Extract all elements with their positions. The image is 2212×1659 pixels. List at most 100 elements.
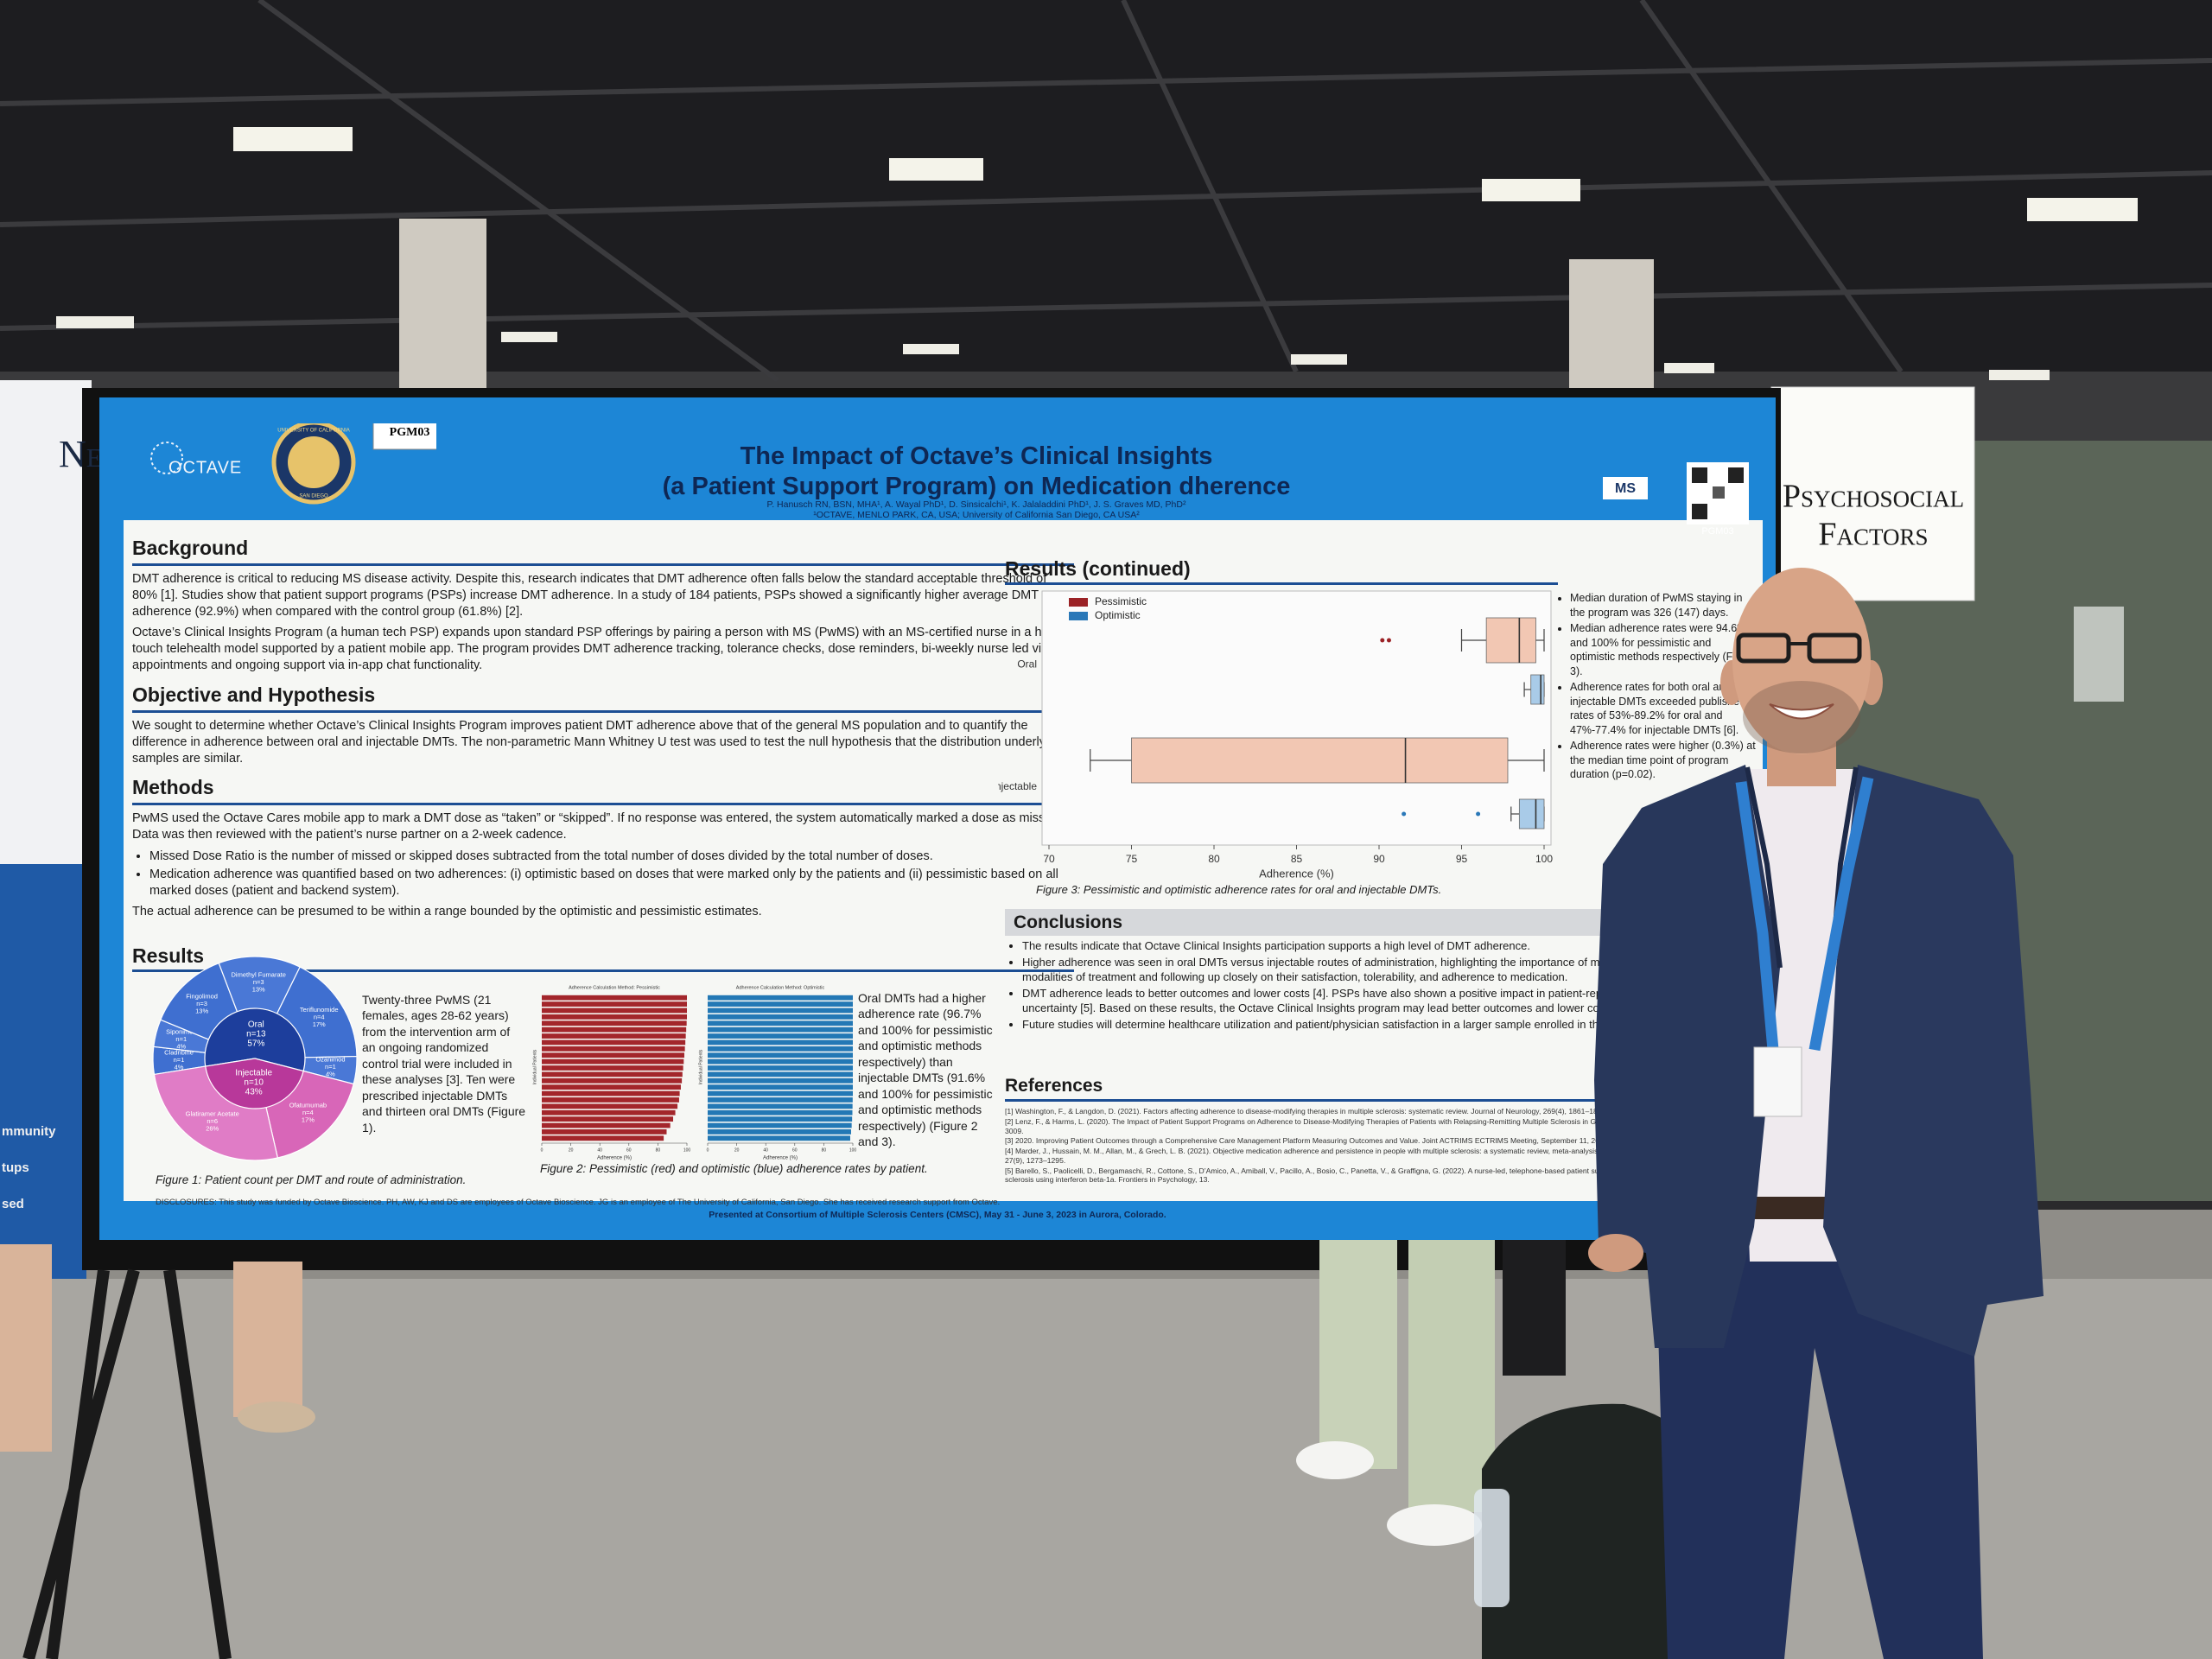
slice-label: Ozanimod (315, 1056, 345, 1064)
slice-label: Teriflunomide (300, 1006, 339, 1014)
x-axis-label: Adherence (%) (597, 1156, 632, 1161)
paragraph: Octave’s Clinical Insights Program (a hu… (132, 626, 1063, 673)
x-tick-label: 60 (792, 1147, 798, 1153)
box (1485, 617, 1536, 664)
legend-swatch (1069, 598, 1088, 607)
x-axis-label: Adherence (%) (763, 1156, 798, 1161)
bullet: Adherence rates were higher (0.3%) at th… (1570, 739, 1758, 782)
ceiling-light (889, 158, 983, 181)
paragraphs: DMT adherence is critical to reducing MS… (132, 571, 1074, 674)
slice-label: Glatiramer Acetate (186, 1109, 239, 1117)
qr-label: PGM03 (1701, 526, 1733, 536)
section-heading: Results (continued) (1005, 557, 1558, 585)
slice-label: n=1 (175, 1035, 187, 1043)
neighbor-poster-edge (0, 864, 86, 1279)
x-tick-label: 80 (1208, 853, 1220, 865)
left-column: Background DMT adherence is critical to … (132, 536, 1074, 929)
octave-logo: OCTAVE (168, 458, 242, 477)
backpack (1482, 1403, 1715, 1659)
figure-caption: Figure 1: Patient count per DMT and rout… (156, 1173, 467, 1186)
footer: Presented at Consortium of Multiple Scle… (709, 1210, 1166, 1220)
bar (542, 1052, 684, 1058)
slice-label: 17% (313, 1020, 326, 1028)
box (1131, 737, 1509, 784)
x-axis-label: Adherence (%) (1259, 867, 1334, 880)
x-tick-label: 0 (707, 1147, 709, 1153)
bystander-shoe (238, 1402, 315, 1433)
slice-label: n=1 (174, 1056, 185, 1064)
objective-section: Objective and Hypothesis We sought to de… (132, 683, 1074, 766)
section-heading: Objective and Hypothesis (132, 683, 1074, 713)
sign-card (1770, 386, 1975, 601)
slice-label: 57% (247, 1039, 264, 1049)
sign-line: Psychosocial (1783, 479, 1964, 515)
bullet: Medication adherence was quantified base… (149, 867, 1074, 899)
plot-frame (1041, 590, 1552, 846)
x-tick-label: 85 (1291, 853, 1303, 865)
bystander-trousers (1319, 1227, 1397, 1469)
bar (542, 1071, 683, 1077)
slice-label: n=1 (325, 1063, 336, 1071)
bar (542, 1001, 687, 1007)
bar (708, 1001, 853, 1007)
x-tick-label: 75 (1126, 853, 1138, 865)
bullet: The results indicate that Octave Clinica… (1022, 939, 1757, 954)
box (1518, 798, 1545, 830)
bar (708, 1084, 853, 1090)
ceiling-light (501, 332, 557, 342)
neighbor-lines: mmunity tups sed (2, 1124, 56, 1211)
bar (542, 1007, 687, 1014)
results-text: Oral DMTs had a higher adherence rate (9… (858, 991, 993, 1149)
x-tick-label: 60 (626, 1147, 632, 1153)
methods-section: Methods PwMS used the Octave Cares mobil… (132, 775, 1074, 920)
plastic-pocket (2074, 607, 2124, 702)
paragraphs: We sought to determine whether Octave’s … (132, 718, 1074, 767)
x-tick-label: 40 (597, 1147, 602, 1153)
results-bullets: Median duration of PwMS staying in the p… (1558, 591, 1758, 787)
slice-label: n=6 (207, 1117, 218, 1125)
ceiling-light (2027, 198, 2138, 221)
references-section: References [1] Washington, F., & Langdon… (1005, 1075, 1757, 1185)
poster-code: PGM03 (390, 426, 430, 439)
slice-label: Dimethyl Fumarate (232, 971, 286, 979)
disclosures: DISCLOSURES: This study was funded by Oc… (156, 1198, 1001, 1207)
bar (708, 1039, 853, 1046)
bar (708, 1046, 853, 1052)
bystander-leg (1503, 1227, 1566, 1376)
slice-label: 13% (195, 1007, 208, 1014)
ceiling-light (1989, 370, 2050, 380)
bystander-leg (0, 1244, 52, 1452)
qr-finder (1692, 467, 1707, 483)
bar (542, 1077, 683, 1084)
neighbor-heading: Ne (59, 433, 103, 475)
ceiling-light (56, 316, 134, 328)
bullet: Missed Dose Ratio is the number of misse… (149, 849, 1074, 865)
x-tick-label: 80 (656, 1147, 661, 1153)
x-tick-label: 100 (1535, 853, 1553, 865)
bar (708, 1014, 853, 1020)
ceiling-light (1291, 354, 1347, 365)
slice-label: n=10 (244, 1078, 264, 1088)
seal-text: SAN DIEGO (299, 494, 328, 499)
reference: [2] Lenz, F., & Harms, L. (2020). The Im… (1005, 1116, 1739, 1135)
slice-label: 4% (176, 1042, 186, 1050)
x-tick-label: 95 (1456, 853, 1468, 865)
bar (708, 995, 853, 1001)
qr-finder (1728, 467, 1744, 483)
bar (542, 1058, 684, 1065)
bullet-list: Median duration of PwMS staying in the p… (1558, 591, 1758, 782)
neighbor-text: tups (2, 1160, 29, 1175)
x-tick-label: 100 (849, 1147, 857, 1153)
bar (708, 1058, 853, 1065)
bystander-leg (233, 1262, 302, 1417)
slice-label: n=13 (246, 1030, 266, 1039)
slice-label: 4% (175, 1063, 184, 1071)
section-heading: Results (132, 944, 1074, 972)
bar (708, 1090, 853, 1096)
figure-3: Oral Injectable 70 75 80 85 90 95 100 Adherence (… (998, 590, 1553, 880)
code-card (372, 423, 436, 450)
category-label: Injectable (998, 780, 1037, 792)
bar (542, 1046, 685, 1052)
bar (708, 1052, 853, 1058)
bar (708, 1103, 853, 1109)
